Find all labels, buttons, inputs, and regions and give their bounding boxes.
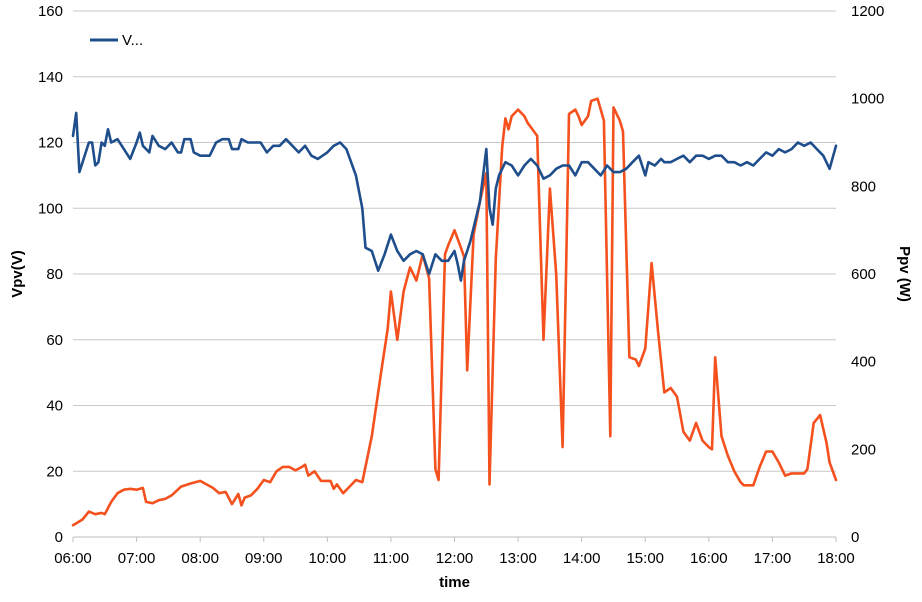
right-y-tick-label: 400 — [851, 354, 876, 371]
vpv-series-line — [71, 111, 838, 282]
left-y-tick-label: 80 — [46, 266, 63, 283]
right-y-axis-title: Ppv (W) — [896, 246, 913, 302]
x-tick-label: 12:00 — [436, 550, 474, 567]
x-tick-label: 18:00 — [817, 550, 855, 567]
right-y-tick-label: 1200 — [851, 3, 884, 20]
right-y-tick-label: 600 — [851, 266, 876, 283]
right-y-tick-label: 0 — [851, 529, 859, 546]
x-tick-label: 15:00 — [626, 550, 664, 567]
left-y-tick-label: 120 — [38, 135, 63, 152]
ppv-series-line — [71, 97, 838, 527]
left-y-tick-label: 0 — [55, 529, 63, 546]
right-y-tick-label: 200 — [851, 441, 876, 458]
left-y-tick-label: 100 — [38, 200, 63, 217]
x-tick-label: 11:00 — [373, 550, 409, 567]
right-y-tick-label: 800 — [851, 178, 876, 195]
x-tick-label: 17:00 — [754, 550, 792, 567]
x-axis-title: time — [439, 574, 470, 591]
right-y-tick-label: 1000 — [851, 91, 884, 108]
gridlines — [73, 10, 836, 472]
left-y-axis-title: Vpv(V) — [9, 250, 26, 298]
left-y-tick-label: 140 — [38, 69, 63, 86]
x-axis-ticks: 06:00 07:00 08:00 09:00 10:00 11:00 12:00 13:00… — [54, 537, 855, 567]
legend-label: V... — [122, 32, 143, 49]
left-y-tick-label: 160 — [38, 3, 63, 20]
x-tick-label: 16:00 — [690, 550, 728, 567]
x-tick-label: 08:00 — [181, 550, 219, 567]
series-layer — [71, 97, 838, 527]
x-tick-label: 07:00 — [118, 550, 156, 567]
left-y-tick-label: 20 — [46, 463, 63, 480]
x-tick-label: 06:00 — [54, 550, 92, 567]
x-tick-label: 14:00 — [563, 550, 601, 567]
x-tick-label: 13:00 — [499, 550, 537, 567]
x-tick-label: 09:00 — [245, 550, 283, 567]
x-tick-label: 10:00 — [309, 550, 347, 567]
left-y-tick-label: 60 — [46, 332, 63, 349]
left-y-axis-ticks: 0 20 40 60 80 100 120 140 160 — [38, 3, 63, 546]
left-y-tick-label: 40 — [46, 398, 63, 415]
legend: V... — [90, 32, 143, 49]
right-y-axis-ticks: 0 200 400 600 800 1000 1200 — [851, 3, 884, 546]
